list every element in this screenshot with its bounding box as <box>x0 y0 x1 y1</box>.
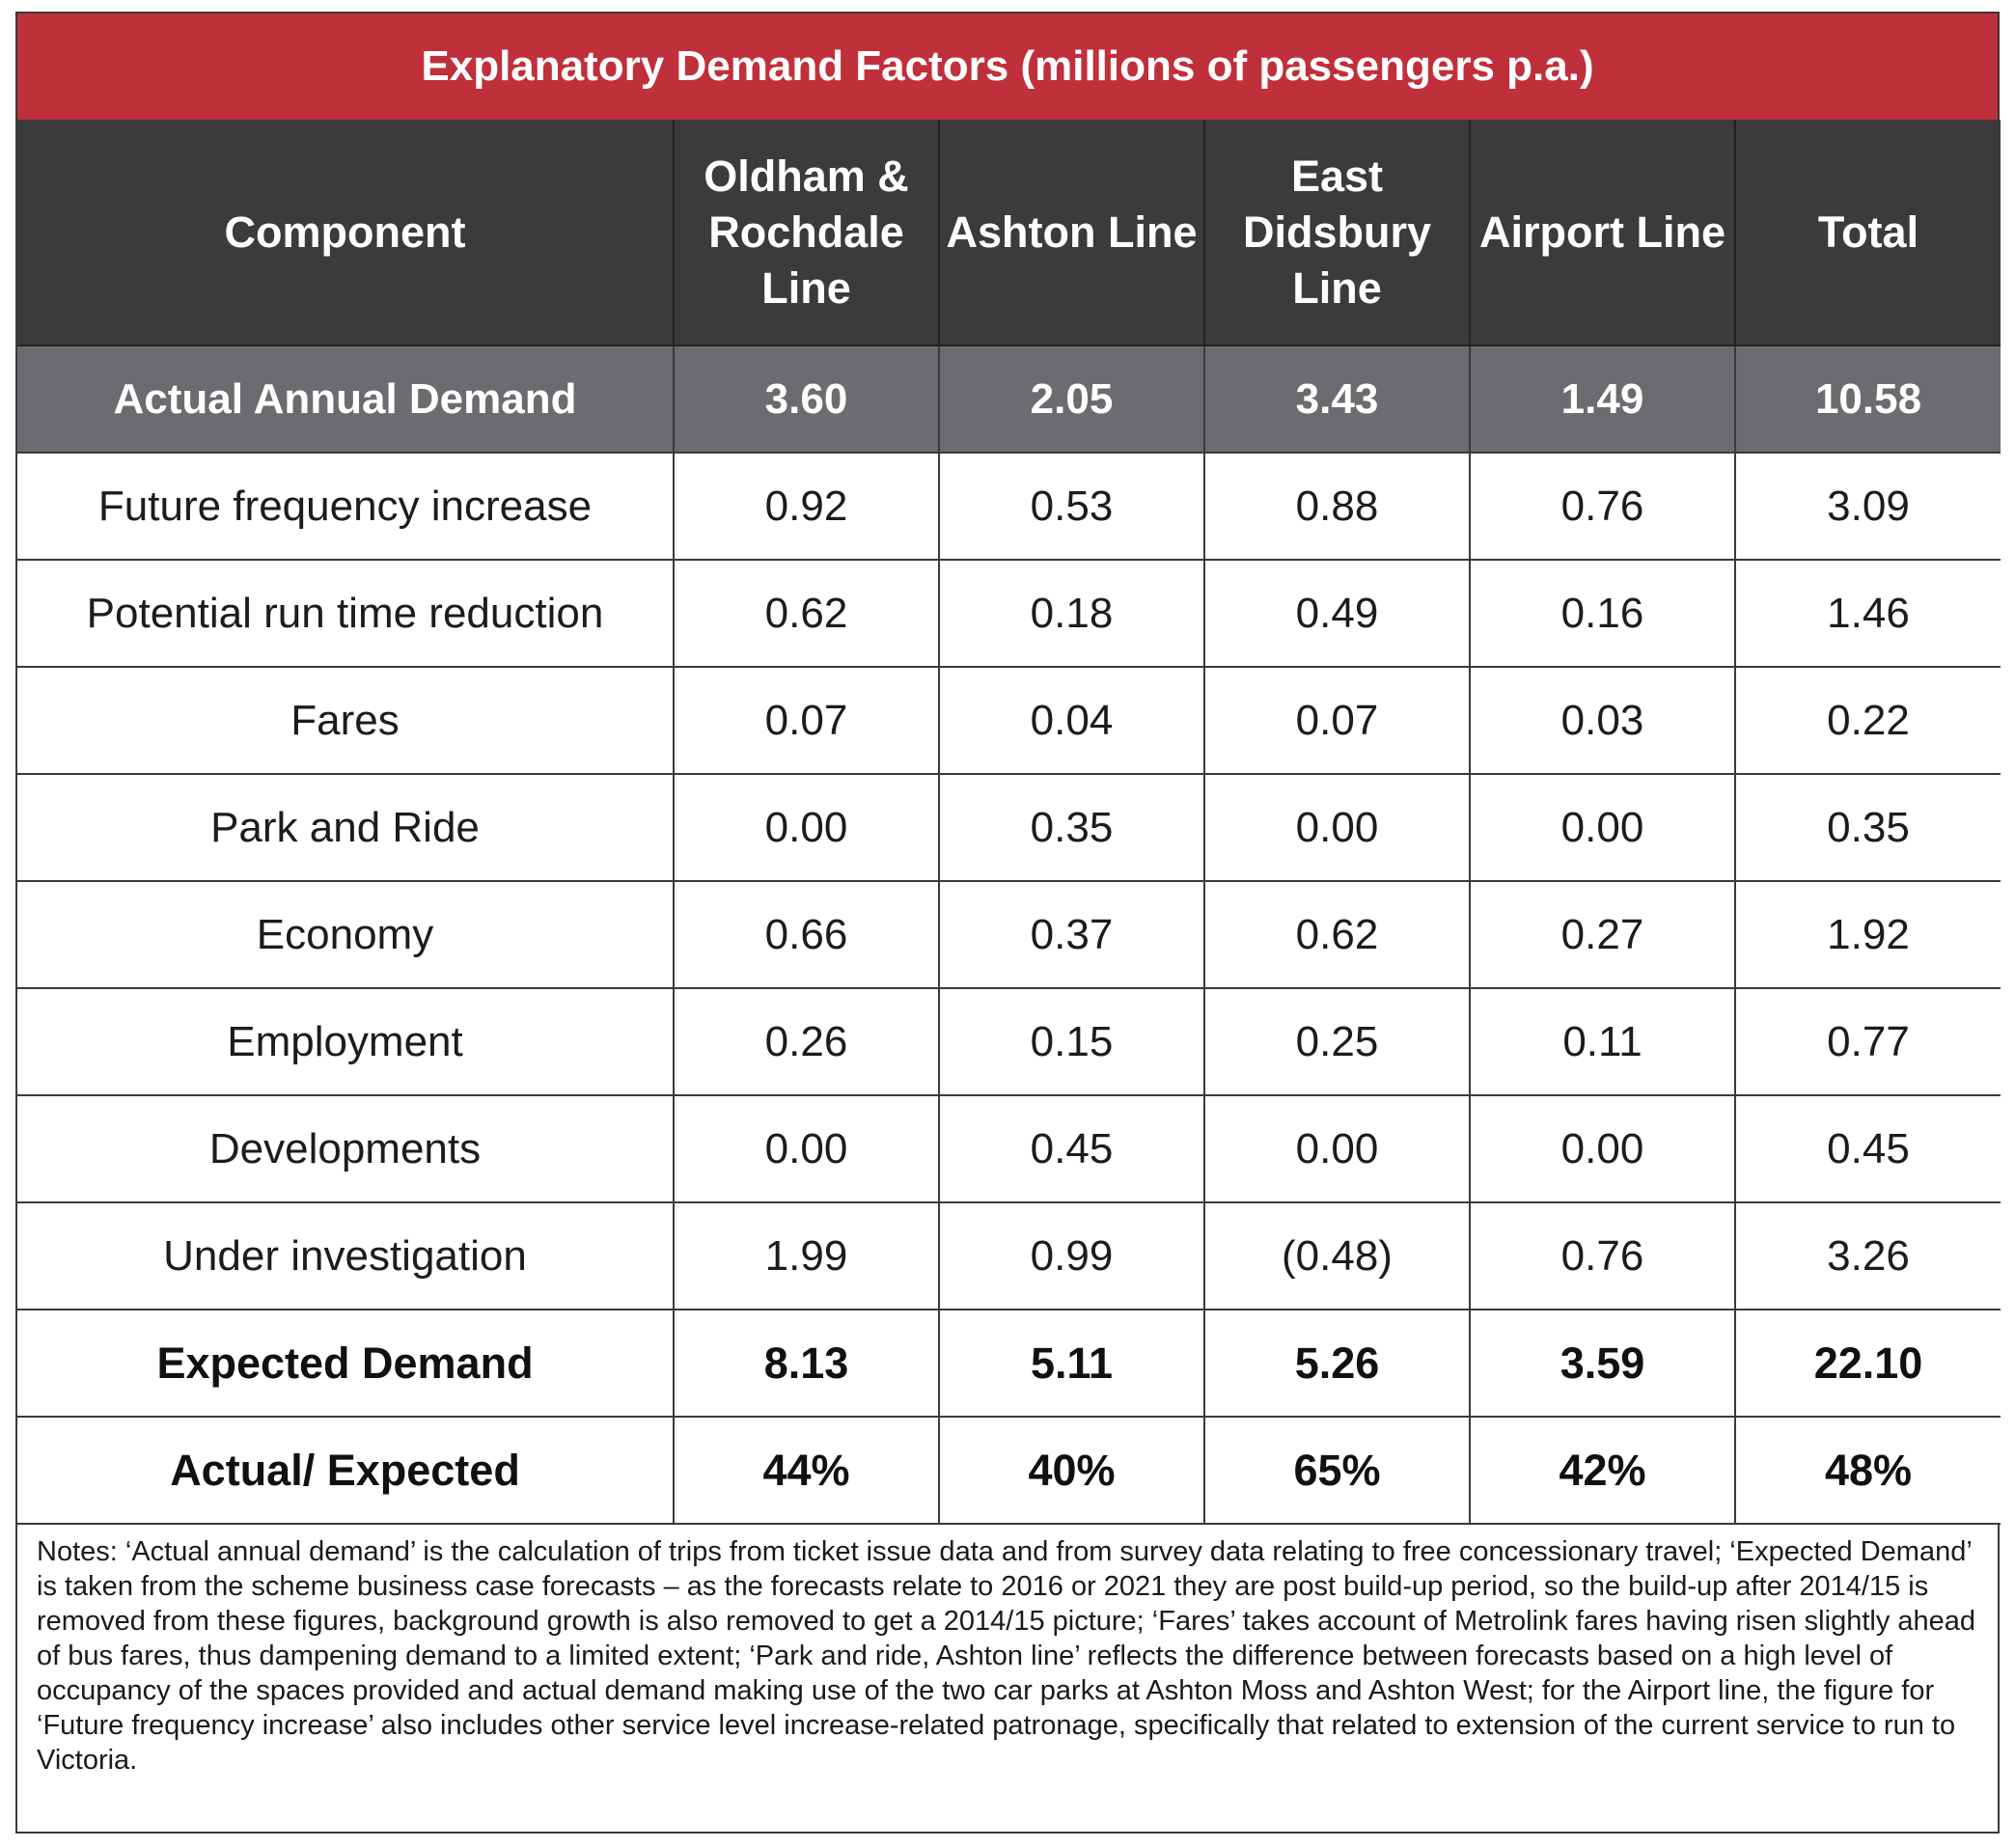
table-cell: 0.53 <box>938 452 1205 561</box>
table-row: Economy 0.66 0.37 0.62 0.27 1.92 <box>17 880 2001 989</box>
table-cell: 65% <box>1203 1416 1471 1525</box>
table-cell: 0.25 <box>1203 987 1471 1096</box>
table-cell: 1.92 <box>1734 880 2001 989</box>
table-cell: 48% <box>1734 1416 2001 1525</box>
table-row: Developments 0.00 0.45 0.00 0.00 0.45 <box>17 1094 2001 1203</box>
row-label: Under investigation <box>17 1201 675 1310</box>
column-header-component: Component <box>17 120 675 346</box>
table-cell: 0.07 <box>673 666 940 775</box>
table-cell: 0.00 <box>1469 1094 1736 1203</box>
table-cell: 1.99 <box>673 1201 940 1310</box>
table-notes: Notes: ‘Actual annual demand’ is the cal… <box>37 1536 1976 1776</box>
column-header-airport: Airport Line <box>1469 120 1736 346</box>
table-cell: 1.46 <box>1734 559 2001 668</box>
row-label: Fares <box>17 666 675 775</box>
row-label: Developments <box>17 1094 675 1203</box>
table-cell: 0.00 <box>1203 1094 1471 1203</box>
row-label: Economy <box>17 880 675 989</box>
table-cell: 42% <box>1469 1416 1736 1525</box>
table-cell: 0.00 <box>673 773 940 882</box>
expected-demand-row: Expected Demand 8.13 5.11 5.26 3.59 22.1… <box>17 1309 2001 1418</box>
table-row: Under investigation 1.99 0.99 (0.48) 0.7… <box>17 1201 2001 1310</box>
table-cell: 0.76 <box>1469 452 1736 561</box>
table-cell: 0.88 <box>1203 452 1471 561</box>
header-row: Component Oldham & Rochdale Line Ashton … <box>17 120 2001 346</box>
table-cell: 0.35 <box>938 773 1205 882</box>
table-row: Employment 0.26 0.15 0.25 0.11 0.77 <box>17 987 2001 1096</box>
table-cell: 0.27 <box>1469 880 1736 989</box>
column-header-total: Total <box>1734 120 2001 346</box>
table-cell: 0.26 <box>673 987 940 1096</box>
table-row: Future frequency increase 0.92 0.53 0.88… <box>17 452 2001 561</box>
table-cell: 10.58 <box>1734 345 2001 454</box>
row-label: Park and Ride <box>17 773 675 882</box>
table-cell: 44% <box>673 1416 940 1525</box>
table-cell: 0.62 <box>1203 880 1471 989</box>
actual-expected-ratio-row: Actual/ Expected 44% 40% 65% 42% 48% <box>17 1416 2001 1525</box>
table-cell: 40% <box>938 1416 1205 1525</box>
row-label: Future frequency increase <box>17 452 675 561</box>
table-cell: 0.92 <box>673 452 940 561</box>
table-cell: 0.99 <box>938 1201 1205 1310</box>
table-cell: 0.00 <box>1203 773 1471 882</box>
table-row: Fares 0.07 0.04 0.07 0.03 0.22 <box>17 666 2001 775</box>
table-row: Park and Ride 0.00 0.35 0.00 0.00 0.35 <box>17 773 2001 882</box>
table-cell: 0.00 <box>1469 773 1736 882</box>
table-cell: 0.11 <box>1469 987 1736 1096</box>
table-cell: 0.76 <box>1469 1201 1736 1310</box>
table-cell: 3.60 <box>673 345 940 454</box>
table-cell: 0.03 <box>1469 666 1736 775</box>
table-cell: 1.49 <box>1469 345 1736 454</box>
table-cell: 0.15 <box>938 987 1205 1096</box>
table-cell: 3.09 <box>1734 452 2001 561</box>
table-cell: 22.10 <box>1734 1309 2001 1418</box>
table-cell: 0.45 <box>1734 1094 2001 1203</box>
table-cell: 8.13 <box>673 1309 940 1418</box>
table-cell: 0.49 <box>1203 559 1471 668</box>
column-header-oldham-rochdale: Oldham & Rochdale Line <box>673 120 940 346</box>
table-cell: 0.77 <box>1734 987 2001 1096</box>
table-cell: 0.37 <box>938 880 1205 989</box>
table-cell: 5.26 <box>1203 1309 1471 1418</box>
table-cell: 0.07 <box>1203 666 1471 775</box>
demand-factors-table: Component Oldham & Rochdale Line Ashton … <box>17 120 2001 1525</box>
table-cell: 5.11 <box>938 1309 1205 1418</box>
table-cell: 0.18 <box>938 559 1205 668</box>
table-cell: (0.48) <box>1203 1201 1471 1310</box>
table-cell: 3.59 <box>1469 1309 1736 1418</box>
table-cell: 0.04 <box>938 666 1205 775</box>
row-label: Actual Annual Demand <box>17 345 675 454</box>
column-header-east-didsbury: East Didsbury Line <box>1203 120 1471 346</box>
table-row: Potential run time reduction 0.62 0.18 0… <box>17 559 2001 668</box>
table-cell: 2.05 <box>938 345 1205 454</box>
table-cell: 0.22 <box>1734 666 2001 775</box>
row-label: Actual/ Expected <box>17 1416 675 1525</box>
table-cell: 0.00 <box>673 1094 940 1203</box>
table-cell: 0.66 <box>673 880 940 989</box>
column-header-ashton: Ashton Line <box>938 120 1205 346</box>
table-title: Explanatory Demand Factors (millions of … <box>17 14 1998 120</box>
table-cell: 0.35 <box>1734 773 2001 882</box>
actual-annual-demand-row: Actual Annual Demand 3.60 2.05 3.43 1.49… <box>17 345 2001 454</box>
row-label: Potential run time reduction <box>17 559 675 668</box>
demand-factors-table-frame: Explanatory Demand Factors (millions of … <box>15 12 2001 1834</box>
row-label: Expected Demand <box>17 1309 675 1418</box>
table-cell: 3.26 <box>1734 1201 2001 1310</box>
row-label: Employment <box>17 987 675 1096</box>
table-cell: 3.43 <box>1203 345 1471 454</box>
table-cell: 0.16 <box>1469 559 1736 668</box>
table-cell: 0.45 <box>938 1094 1205 1203</box>
table-cell: 0.62 <box>673 559 940 668</box>
